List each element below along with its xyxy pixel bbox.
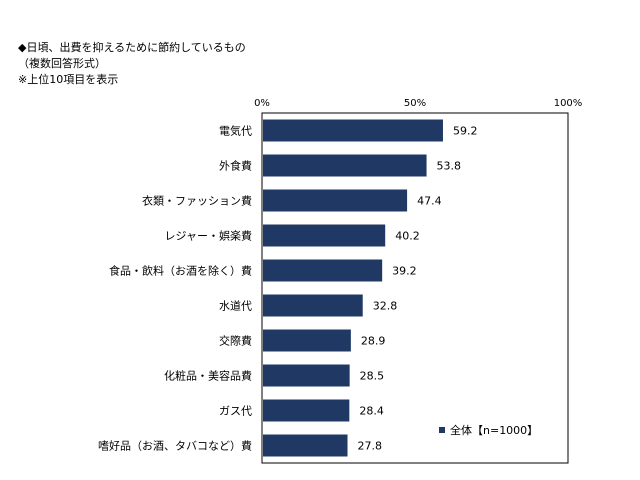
data-label: 59.2 bbox=[453, 125, 478, 138]
bar bbox=[263, 434, 348, 457]
data-label: 28.5 bbox=[360, 370, 385, 383]
category-label: ガス代 bbox=[219, 405, 252, 418]
data-label: 28.9 bbox=[361, 335, 386, 348]
x-tick-label: 0% bbox=[254, 98, 270, 109]
data-label: 53.8 bbox=[437, 160, 462, 173]
x-tick-label: 50% bbox=[404, 98, 426, 109]
legend-label: 全体【n=1000】 bbox=[450, 423, 538, 437]
chart-note: ※上位10項目を表示 bbox=[18, 73, 119, 86]
category-label: 電気代 bbox=[219, 124, 252, 138]
bar bbox=[263, 189, 408, 212]
data-label: 47.4 bbox=[417, 195, 442, 208]
category-label: 交際費 bbox=[219, 334, 252, 348]
chart-header: ◆日頃、出費を抑えるために節約しているもの （複数回答形式） ※上位10項目を表… bbox=[18, 40, 246, 88]
bar bbox=[263, 154, 427, 177]
category-label: 水道代 bbox=[219, 299, 252, 313]
bar bbox=[263, 399, 350, 422]
legend-swatch bbox=[439, 427, 445, 433]
bar bbox=[263, 364, 350, 387]
chart-title: ◆日頃、出費を抑えるために節約しているもの bbox=[18, 41, 246, 54]
data-label: 32.8 bbox=[373, 300, 398, 313]
data-label: 40.2 bbox=[395, 230, 420, 243]
category-label: 外食費 bbox=[219, 159, 252, 173]
category-label: 衣類・ファッション費 bbox=[142, 194, 252, 208]
bar bbox=[263, 259, 383, 282]
category-label: レジャー・娯楽費 bbox=[165, 229, 252, 243]
category-label: 嗜好品（お酒、タバコなど）費 bbox=[98, 439, 252, 453]
data-label: 39.2 bbox=[392, 265, 417, 278]
bar bbox=[263, 294, 363, 317]
bar bbox=[263, 224, 386, 247]
category-label: 化粧品・美容品費 bbox=[164, 369, 252, 383]
data-label: 28.4 bbox=[359, 405, 384, 418]
category-label: 食品・飲料（お酒を除く）費 bbox=[109, 264, 252, 278]
data-label: 27.8 bbox=[358, 440, 383, 453]
chart-subtitle: （複数回答形式） bbox=[18, 57, 106, 70]
legend-box bbox=[432, 421, 558, 439]
bar bbox=[263, 329, 351, 352]
x-tick-label: 100% bbox=[554, 98, 583, 109]
bar bbox=[263, 119, 443, 142]
